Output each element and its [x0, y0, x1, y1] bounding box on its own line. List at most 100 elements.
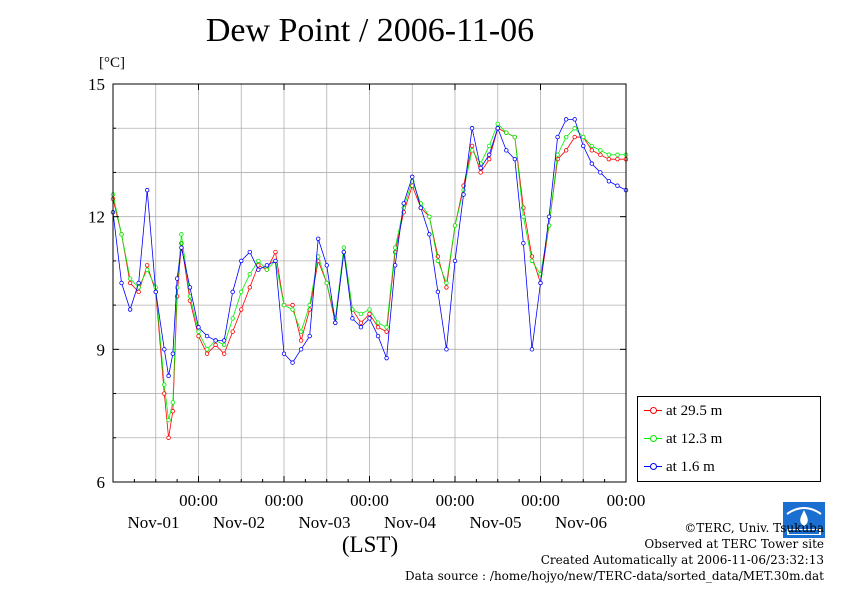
data-point	[144, 263, 150, 268]
data-point	[153, 289, 158, 295]
data-point	[452, 258, 458, 264]
data-point	[529, 258, 535, 264]
data-point	[119, 280, 124, 286]
legend-marker-29-5m	[644, 406, 662, 416]
data-point	[239, 289, 244, 295]
data-point	[504, 130, 509, 135]
x-axis-ticks: 00:00Nov-0100:00Nov-0200:00Nov-0300:00No…	[128, 84, 646, 532]
series-layer	[110, 117, 629, 440]
data-point	[166, 417, 171, 423]
data-point	[170, 409, 176, 414]
data-point	[358, 325, 364, 330]
data-point	[563, 134, 569, 140]
data-point	[341, 249, 347, 255]
x-tick-date-label: Nov-06	[555, 513, 607, 532]
data-point	[384, 325, 389, 330]
data-point	[162, 347, 167, 352]
data-point	[196, 325, 201, 330]
data-point	[281, 302, 287, 308]
data-point	[358, 320, 364, 325]
data-point	[127, 276, 133, 281]
terc-logo-icon	[783, 502, 825, 538]
data-point	[504, 148, 509, 153]
data-point	[427, 232, 432, 237]
data-point	[333, 320, 338, 325]
data-point	[247, 271, 252, 277]
data-point	[256, 267, 261, 272]
data-point	[307, 333, 312, 339]
data-point	[563, 117, 569, 122]
data-point	[598, 152, 603, 157]
legend-item-12-3m: at 12.3 m	[644, 427, 722, 451]
data-point	[392, 245, 398, 250]
data-point	[606, 156, 612, 162]
data-point	[555, 152, 560, 157]
data-point	[615, 183, 620, 188]
data-point	[444, 285, 449, 290]
x-tick-date-label: Nov-01	[128, 513, 180, 532]
data-point	[230, 316, 235, 321]
data-point	[487, 156, 492, 162]
x-tick-time-label: 00:00	[521, 491, 560, 510]
data-point	[196, 329, 201, 334]
data-point	[589, 143, 594, 149]
data-point	[127, 280, 133, 286]
data-point	[230, 289, 235, 295]
data-point	[598, 148, 603, 153]
data-point	[495, 121, 500, 126]
data-point	[170, 351, 176, 356]
data-point	[606, 152, 612, 157]
data-point	[341, 245, 347, 250]
data-point	[469, 143, 475, 149]
data-point	[290, 360, 295, 365]
y-axis-ticks: 6 9 12 15	[88, 75, 626, 492]
y-tick-label: 15	[88, 75, 105, 94]
data-point	[247, 285, 252, 290]
data-point	[529, 347, 535, 352]
data-point	[589, 148, 594, 153]
data-point	[204, 351, 210, 356]
data-point	[435, 289, 441, 295]
data-point	[606, 179, 612, 184]
data-point	[572, 126, 577, 131]
data-point	[264, 263, 270, 268]
x-tick-time-label: 00:00	[350, 491, 389, 510]
data-point	[469, 126, 475, 131]
data-point	[350, 316, 355, 321]
data-point	[487, 152, 492, 157]
y-tick-label: 12	[88, 208, 105, 227]
y-tick-label: 6	[97, 473, 106, 492]
data-point	[144, 267, 150, 272]
data-point	[581, 134, 586, 140]
observed-at-text: Observed at TERC Tower site	[644, 537, 824, 551]
data-point	[316, 236, 321, 241]
legend-item-1-6m: at 1.6 m	[644, 455, 715, 479]
data-point	[461, 192, 466, 197]
data-point	[256, 258, 261, 264]
data-point	[179, 245, 184, 250]
created-at-text: Created Automatically at 2006-11-06/23:3…	[540, 553, 824, 567]
legend-marker-1-6m	[644, 462, 662, 472]
data-point	[375, 325, 381, 330]
y-axis-unit-label: [°C]	[99, 55, 125, 71]
x-tick-time-label: 00:00	[607, 491, 646, 510]
data-point	[401, 201, 406, 206]
data-point	[144, 187, 150, 193]
data-point	[290, 302, 295, 308]
data-point	[239, 307, 244, 312]
x-tick-date-label: Nov-04	[384, 513, 436, 532]
x-tick-time-label: 00:00	[265, 491, 304, 510]
data-point	[170, 400, 176, 405]
data-point	[290, 307, 295, 312]
x-axis-label: (LST)	[341, 532, 399, 557]
data-point	[264, 267, 270, 272]
data-point	[281, 351, 287, 356]
data-point	[375, 320, 381, 325]
data-point	[136, 289, 141, 295]
data-point	[324, 280, 329, 286]
data-point	[589, 161, 594, 166]
series-at-1-6-m	[110, 117, 629, 379]
data-point	[572, 134, 577, 140]
chart-title: Dew Point / 2006-11-06	[205, 12, 535, 49]
